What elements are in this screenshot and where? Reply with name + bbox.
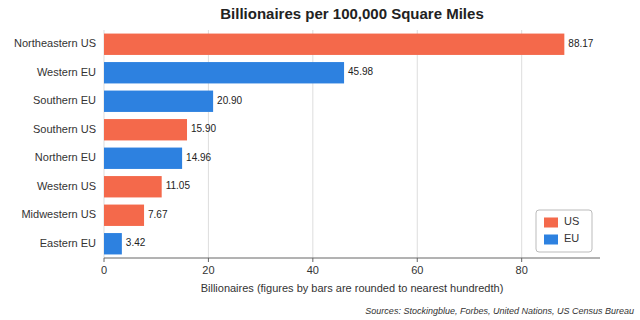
category-label: Northeastern US (14, 37, 96, 49)
bar (104, 91, 213, 112)
grid (104, 30, 522, 258)
category-label: Northern EU (35, 151, 96, 163)
category-label: Eastern EU (40, 237, 96, 249)
category-label: Western US (37, 180, 96, 192)
tick-mark (417, 258, 418, 262)
annotation: Sources: Stockingblue, Forbes, United Na… (365, 306, 634, 316)
title: Billionaires per 100,000 Square Miles (220, 5, 483, 22)
bar (104, 233, 122, 254)
bar (104, 34, 564, 55)
tick-label: 60 (411, 264, 423, 276)
category-label: Western EU (37, 66, 96, 78)
tick-label: 20 (202, 264, 214, 276)
bars (104, 34, 564, 255)
data-label: 3.42 (126, 237, 146, 248)
bar (104, 62, 344, 83)
legend-label: EU (564, 232, 579, 244)
tick-label: 0 (101, 264, 107, 276)
data-label: 88.17 (568, 38, 593, 49)
data-label: 7.67 (148, 209, 168, 220)
bar (104, 119, 187, 140)
data-label: 15.90 (191, 123, 216, 134)
chart-container: Billionaires per 100,000 Square Miles 0 20… (0, 0, 640, 320)
bar (104, 176, 162, 197)
tick-mark (104, 258, 105, 262)
tick-label: 40 (307, 264, 319, 276)
bar (104, 148, 182, 169)
tick-mark (521, 258, 522, 262)
category-label: Southern EU (33, 94, 96, 106)
tick-label: 80 (516, 264, 528, 276)
data-label: 45.98 (348, 66, 373, 77)
legend-box (536, 210, 592, 252)
chart-svg: Billionaires per 100,000 Square Miles 0 20… (0, 0, 640, 320)
bar (104, 205, 144, 226)
legend-swatch (544, 218, 558, 228)
data-label: 20.90 (217, 95, 242, 106)
legend-label: US (564, 215, 579, 227)
tick-mark (208, 258, 209, 262)
legend: US EU (536, 210, 592, 252)
category-label: Midwestern US (21, 208, 96, 220)
x-axis-line (104, 258, 600, 259)
tick-mark (312, 258, 313, 262)
grid-line (417, 30, 418, 258)
data-label: 11.05 (166, 180, 191, 191)
x-axis-label: Billionaires (figures by bars are rounde… (201, 282, 504, 294)
data-label: 14.96 (186, 152, 211, 163)
category-label: Southern US (33, 123, 96, 135)
legend-swatch (544, 235, 558, 245)
grid-line (521, 30, 522, 258)
